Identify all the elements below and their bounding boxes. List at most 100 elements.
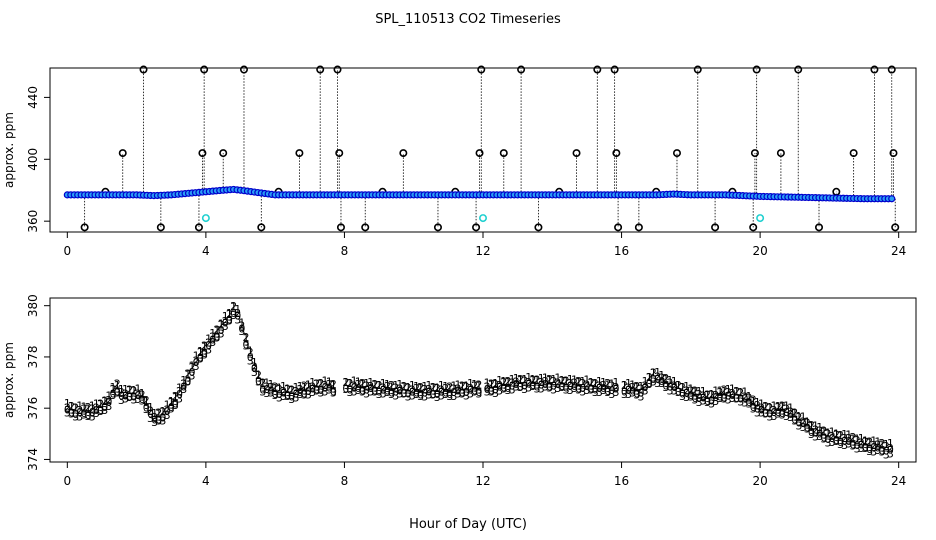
series-1-point: 1	[85, 402, 92, 415]
series-2-point: 2	[346, 377, 353, 390]
series-0-point: 0	[276, 388, 283, 401]
series-1-point: 1	[463, 380, 470, 393]
series-0-point: 0	[326, 382, 333, 395]
series-1-point: 1	[376, 379, 383, 392]
series-0-point: 0	[110, 387, 117, 400]
series-0-point: 0	[679, 387, 686, 400]
series-3-point: 3	[704, 396, 711, 409]
top-y-tick-label: 360	[26, 210, 40, 233]
series-3-point: 3	[642, 385, 649, 398]
series-2-point: 2	[376, 379, 383, 392]
series-3-point: 3	[633, 389, 640, 402]
series-2-point: 2	[820, 424, 827, 437]
series-1-point: 1	[317, 377, 324, 390]
series-3-point: 3	[322, 385, 329, 398]
series-3-point: 3	[546, 381, 553, 394]
series-2-point: 2	[159, 406, 166, 419]
series-0-point: 0	[76, 406, 83, 419]
series-1-point: 1	[825, 426, 832, 439]
series-0-point: 0	[696, 392, 703, 405]
series-0-point: 0	[143, 402, 150, 415]
series-2-point: 2	[280, 385, 287, 398]
series-3-point: 3	[222, 320, 229, 333]
spike-point	[499, 149, 508, 158]
spike-point	[118, 149, 127, 158]
series-2-point: 2	[642, 379, 649, 392]
series-3-point: 3	[255, 376, 262, 389]
series-1-point: 1	[417, 382, 424, 395]
series-0-point: 0	[292, 387, 299, 400]
series-2-point: 2	[85, 401, 92, 414]
top-y-label: approx. ppm	[2, 112, 16, 188]
series-2-point: 2	[845, 432, 852, 445]
series-1-point: 1	[733, 386, 740, 399]
series-0-point: 0	[376, 385, 383, 398]
series-1-point: 1	[779, 400, 786, 413]
series-2-point: 2	[675, 379, 682, 392]
series-2-point: 2	[870, 439, 877, 452]
series-3-point: 3	[800, 421, 807, 434]
series-2-point: 2	[708, 388, 715, 401]
series-1-point: 1	[114, 379, 121, 392]
series-1-point: 1	[563, 375, 570, 388]
series-3-point: 3	[272, 389, 279, 402]
series-0-point: 0	[238, 323, 245, 336]
series-0-point: 0	[592, 384, 599, 397]
series-1-point: 1	[213, 324, 220, 337]
series-2-point: 2	[787, 406, 794, 419]
series-2-point: 2	[234, 307, 241, 320]
series-3-point: 3	[492, 387, 499, 400]
series-2-point: 2	[110, 383, 117, 396]
series-2-point: 2	[517, 373, 524, 386]
series-3-point: 3	[812, 431, 819, 444]
series-3-point: 3	[342, 383, 349, 396]
series-2-point: 2	[750, 394, 757, 407]
spike-point	[336, 223, 345, 232]
series-1-point: 1	[492, 377, 499, 390]
series-0-point: 0	[201, 347, 208, 360]
series-2-point: 2	[650, 366, 657, 379]
series-1-point: 1	[550, 373, 557, 386]
series-0-point: 0	[322, 381, 329, 394]
series-1-point: 1	[691, 386, 698, 399]
series-1-point: 1	[608, 377, 615, 390]
series-2-point: 2	[829, 430, 836, 443]
series-2-point: 2	[588, 376, 595, 389]
series-2-point: 2	[297, 383, 304, 396]
series-1-point: 1	[97, 398, 104, 411]
series-0-point: 0	[288, 391, 295, 404]
series-2-point: 2	[862, 435, 869, 448]
series-2-point: 2	[812, 423, 819, 436]
series-1-point: 1	[180, 374, 187, 387]
series-0-point: 0	[691, 392, 698, 405]
series-3-point: 3	[168, 402, 175, 415]
series-1-point: 1	[629, 378, 636, 391]
series-1-point: 1	[438, 379, 445, 392]
series-0-point: 0	[712, 391, 719, 404]
series-2-point: 2	[504, 375, 511, 388]
series-1-point: 1	[567, 373, 574, 386]
series-2-point: 2	[251, 361, 258, 374]
series-0-point: 0	[172, 397, 179, 410]
series-2-point: 2	[513, 375, 520, 388]
series-2-point: 2	[841, 432, 848, 445]
series-0-point: 0	[820, 432, 827, 445]
top-y-tick-label: 400	[26, 148, 40, 171]
series-2-point: 2	[766, 402, 773, 415]
series-2-point: 2	[800, 415, 807, 428]
series-1-point: 1	[849, 432, 856, 445]
series-1-point: 1	[795, 410, 802, 423]
series-0-point: 0	[114, 385, 121, 398]
series-1-point: 1	[118, 383, 125, 396]
series-1-point: 1	[280, 380, 287, 393]
series-2-point: 2	[164, 403, 171, 416]
top-panel: 0 4 8 12 16 20 24 360 400 440 approx. ppm	[2, 65, 917, 258]
series-2-point: 2	[176, 385, 183, 398]
series-3-point: 3	[359, 386, 366, 399]
spike-point	[517, 65, 526, 74]
series-2-point: 2	[213, 323, 220, 336]
series-0-point: 0	[122, 390, 129, 403]
series-2-point: 2	[301, 380, 308, 393]
series-0-point: 0	[284, 389, 291, 402]
spike-point	[750, 149, 759, 158]
